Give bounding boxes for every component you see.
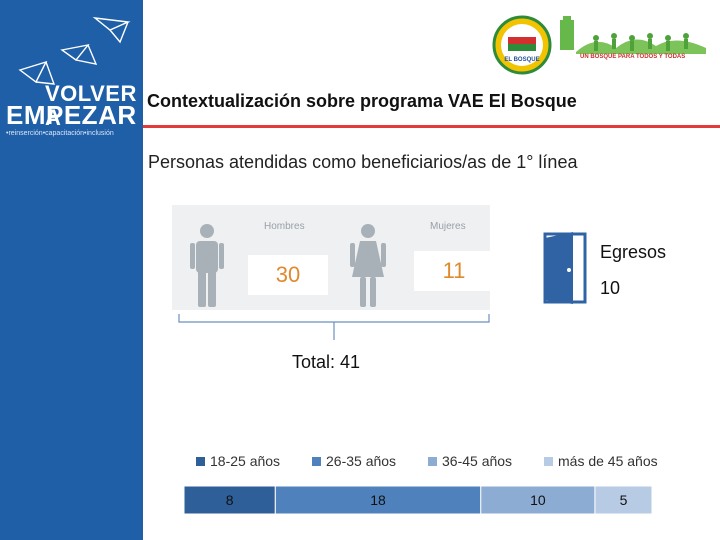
men-label: Hombres [264, 221, 305, 232]
legend-swatch [544, 456, 553, 466]
female-figure-icon [350, 224, 386, 307]
men-count: 30 [248, 255, 328, 295]
slide-title: Contextualización sobre programa VAE El … [147, 91, 577, 111]
legend-item-45-plus: más de 45 años [544, 452, 658, 470]
brand-sidebar: VOLVER A EMPEZAR •reinserción•capacitaci… [0, 0, 143, 540]
origami-birds-icon [18, 17, 131, 85]
bar-segment-3 [480, 486, 596, 514]
bar-segment-2 [274, 486, 482, 514]
gender-panel: Hombres 30 Mujeres 11 [172, 205, 494, 310]
brand-line-2: EMPEZAR [6, 100, 137, 130]
total-label: Total: 41 [292, 352, 361, 372]
total-brace [178, 314, 490, 340]
age-stacked-bar-chart: 8 18 10 5 [184, 486, 652, 514]
brand-tagline: •reinserción•capacitación•inclusión [6, 130, 114, 137]
male-figure-icon [190, 224, 224, 307]
legend-label: más de 45 años [558, 453, 658, 469]
legend-label: 26-35 años [326, 453, 397, 469]
slide-subtitle: Personas atendidas como beneficiarios/as… [148, 152, 578, 172]
seal-text: EL BOSQUE [504, 57, 539, 63]
bar-value-label-2: 18 [370, 492, 386, 508]
legend-item-36-45: 36-45 años [428, 452, 512, 470]
egresos-value: 10 [600, 278, 621, 298]
legend-item-18-25: 18-25 años [196, 452, 280, 470]
title-divider [143, 125, 720, 128]
egresos-label: Egresos [600, 242, 667, 262]
legend-swatch [428, 456, 437, 466]
town-silhouette-logo [560, 16, 706, 54]
legend-swatch [312, 456, 321, 466]
bar-value-label-3: 10 [530, 492, 546, 508]
women-label: Mujeres [430, 221, 466, 232]
el-bosque-seal-logo: EL BOSQUE [492, 15, 552, 75]
legend-item-26-35: 26-35 años [312, 452, 396, 470]
legend-label: 36-45 años [442, 453, 513, 469]
open-door-icon [543, 232, 587, 304]
bar-value-label-1: 8 [226, 492, 234, 508]
legend-swatch [196, 456, 205, 466]
brand-line-1: VOLVER A [45, 81, 137, 130]
women-count: 11 [414, 251, 494, 291]
bar-value-label-4: 5 [620, 492, 628, 508]
legend-label: 18-25 años [210, 453, 281, 469]
town-caption: UN BOSQUE PARA TODOS Y TODAS [580, 54, 686, 60]
bar-segment-4 [594, 486, 652, 514]
